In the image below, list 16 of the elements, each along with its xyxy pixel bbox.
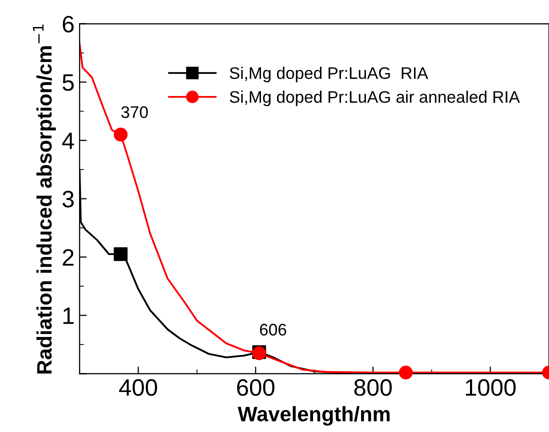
y-tick-label: 3 bbox=[62, 190, 74, 208]
x-tick-label: 1000 bbox=[466, 379, 516, 396]
y-tick-label: 4 bbox=[62, 132, 74, 149]
y-tick-label: 2 bbox=[62, 249, 74, 266]
x-tick-label: 400 bbox=[119, 379, 158, 396]
annotation: 370 bbox=[121, 106, 148, 118]
y-tick-label: 1 bbox=[63, 308, 74, 324]
x-axis-title: Wavelength/nm bbox=[238, 406, 390, 426]
legend-label: Si,Mg doped Pr:LuAG RIA bbox=[230, 66, 428, 82]
y-tick-label: 6 bbox=[62, 16, 74, 33]
annotation: 606 bbox=[260, 324, 286, 336]
legend-label: Si,Mg doped Pr:LuAG air annealed RIA bbox=[230, 90, 520, 106]
y-tick-label: 5 bbox=[62, 74, 74, 91]
x-tick-label: 800 bbox=[354, 379, 392, 396]
y-axis-title: Radiation induced absorption/cm$^{−1}$ bbox=[32, 24, 56, 374]
x-tick-label: 600 bbox=[237, 379, 274, 396]
